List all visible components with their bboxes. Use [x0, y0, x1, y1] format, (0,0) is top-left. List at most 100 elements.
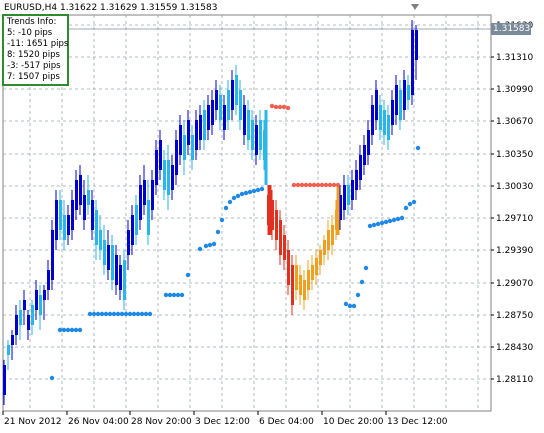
candle-body	[275, 210, 278, 240]
signal-dot	[65, 327, 71, 333]
candle-body	[123, 260, 126, 300]
candle-body	[131, 215, 134, 245]
candle-body	[135, 205, 138, 235]
signal-dot	[111, 311, 117, 317]
signal-dot	[119, 311, 125, 317]
candle-body	[343, 185, 346, 210]
signal-dot	[73, 327, 79, 333]
candle-body	[119, 265, 122, 290]
candle-body	[47, 270, 50, 290]
signal-dot	[171, 292, 177, 298]
candle-body	[291, 265, 294, 305]
candle-body	[139, 185, 142, 220]
candle-body	[387, 115, 390, 140]
signal-dot	[319, 182, 325, 188]
signal-dot	[197, 246, 203, 252]
candle-body	[327, 230, 330, 250]
time-label: 10 Dec 20:00	[323, 417, 384, 427]
candle-body	[407, 85, 410, 100]
signal-dot	[167, 292, 173, 298]
trends-info-line: 5: -10 pips	[7, 28, 53, 38]
signal-dot	[227, 199, 233, 205]
candle-body	[43, 290, 46, 300]
candle-body	[355, 170, 358, 190]
candle-body	[227, 90, 230, 120]
signal-dot	[359, 279, 365, 285]
signal-dot	[327, 182, 333, 188]
candle-body	[279, 220, 282, 255]
signal-dot	[347, 303, 353, 309]
signal-dot	[49, 375, 55, 381]
candle-body	[91, 200, 94, 230]
candle-body	[83, 195, 86, 220]
candle-body	[99, 230, 102, 250]
price-label: 1.29390	[496, 246, 533, 256]
time-label: 26 Nov 04:00	[68, 417, 129, 427]
signal-dot	[203, 243, 209, 249]
time-label: 28 Nov 20:00	[131, 417, 192, 427]
candle-body	[223, 105, 226, 130]
candle-body	[247, 110, 250, 140]
signal-dot	[379, 220, 385, 226]
candle-body	[287, 250, 290, 285]
candle-body	[219, 95, 222, 120]
candle-body	[259, 120, 262, 150]
time-label: 3 Dec 12:00	[195, 417, 250, 427]
candle-body	[147, 200, 150, 235]
signal-dot	[363, 265, 369, 271]
candle-body	[71, 200, 74, 230]
signal-dot	[185, 272, 191, 278]
candle-body	[11, 335, 14, 345]
candle-body	[7, 345, 10, 355]
candle-body	[383, 110, 386, 135]
candle-body	[107, 245, 110, 270]
signal-dot	[211, 241, 217, 247]
candle-body	[323, 240, 326, 255]
signal-dot	[131, 311, 137, 317]
candle-body	[31, 305, 34, 325]
candle-body	[35, 290, 38, 310]
signal-dot	[343, 301, 349, 307]
signal-dot	[163, 292, 169, 298]
candle-body	[51, 230, 54, 280]
signal-dot	[391, 217, 397, 223]
candle-body	[103, 240, 106, 265]
signal-dot	[255, 187, 261, 193]
candle-body	[395, 85, 398, 115]
signal-dot	[115, 311, 121, 317]
signal-dot	[61, 327, 67, 333]
price-label: 1.30670	[496, 117, 533, 127]
symbol-header: EURUSD,H4 1.31622 1.31629 1.31559 1.3158…	[4, 3, 218, 13]
signal-dot	[395, 216, 401, 222]
signal-dot	[99, 311, 105, 317]
candle-body	[307, 270, 310, 290]
signal-dot	[375, 221, 381, 227]
candle-body	[187, 120, 190, 145]
signal-dot	[223, 205, 229, 211]
signal-dot	[127, 311, 133, 317]
signal-dot	[307, 182, 313, 188]
candle-body	[79, 175, 82, 205]
candle-body	[207, 105, 210, 130]
signal-dot	[143, 311, 149, 317]
candle-body	[67, 215, 70, 235]
signal-dot	[291, 182, 297, 188]
trends-info-line: 8: 1520 pips	[7, 50, 60, 60]
price-label: 1.30990	[496, 85, 533, 95]
candle-body	[3, 365, 6, 395]
price-label: 1.28750	[496, 311, 533, 321]
signal-dot	[179, 292, 185, 298]
trends-info-line: -3: -517 pips	[7, 61, 61, 71]
signal-dot	[303, 182, 309, 188]
price-label: 1.28430	[496, 343, 533, 353]
candle-body	[371, 105, 374, 135]
signal-dot	[403, 205, 409, 211]
candle-body	[23, 300, 26, 310]
signal-dot	[273, 104, 279, 110]
signal-dot	[323, 182, 329, 188]
signal-dot	[77, 327, 83, 333]
candle-body	[211, 100, 214, 125]
trends-info-line: -11: 1651 pips	[7, 39, 69, 49]
